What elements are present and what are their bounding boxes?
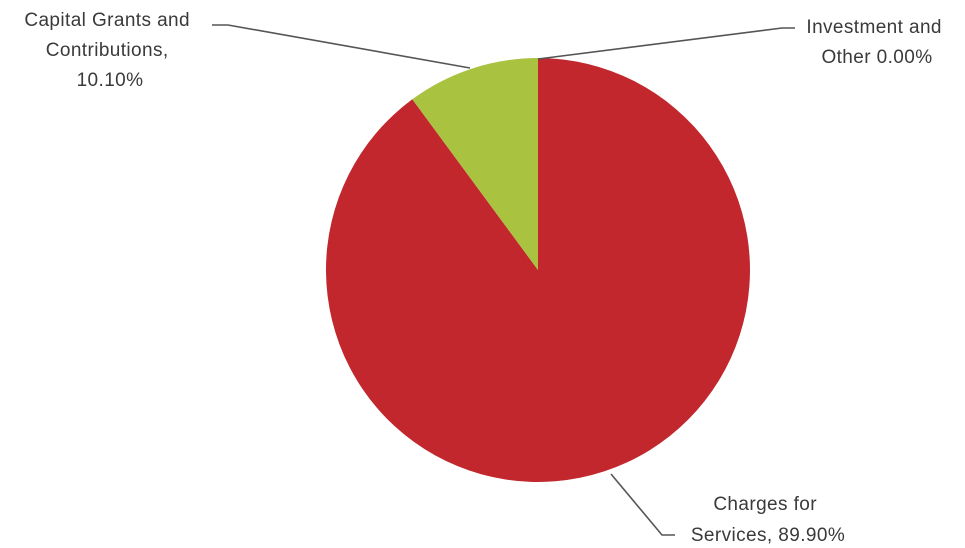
leader-line-charges-for-services	[610, 473, 675, 536]
leader-line-capital-grants	[212, 24, 471, 69]
leader-line-investment-and-other	[537, 27, 795, 60]
pie-slices	[325, 58, 750, 482]
leader-lines	[212, 24, 795, 536]
pie-slice-capital-grants-and-contributions	[412, 58, 538, 270]
slice-label-investment-and-other: Investment and Other 0.00%	[806, 17, 947, 68]
pie-slice-charges-for-services	[325, 58, 750, 482]
slice-label-capital-grants: Capital Grants and Contributions, 10.10%	[24, 10, 195, 91]
slice-label-charges-for-services: Charges for Services, 89.90%	[691, 494, 845, 546]
slice-labels: Capital Grants and Contributions, 10.10%…	[24, 10, 947, 546]
